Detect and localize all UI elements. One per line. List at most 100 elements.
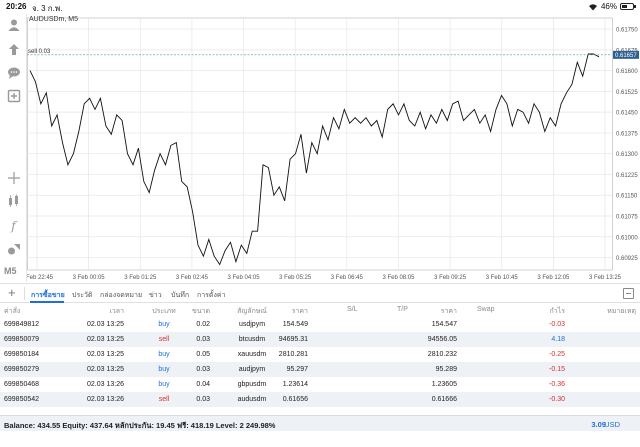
y-tick-label: 0.61600	[616, 69, 638, 75]
cell-time: 02.03 13:26	[87, 381, 124, 388]
table-row[interactable]: 699849812 02.03 13:25 buy 0.02 usdjpym 1…	[0, 317, 640, 332]
header-profit[interactable]: กำไร	[549, 308, 565, 315]
cell-profit: -0.25	[549, 351, 565, 358]
cell-time: 02.03 13:25	[87, 366, 124, 373]
table-row[interactable]: 699850079 02.03 13:25 sell 0.03 btcusdm …	[0, 332, 640, 347]
header-swap[interactable]: Swap	[477, 306, 495, 313]
cell-profit: -0.03	[549, 321, 565, 328]
x-tick-label: 3 Feb 01:25	[124, 275, 157, 281]
add-tab-button[interactable]: +	[8, 285, 16, 300]
table-row[interactable]: 699850468 02.03 13:26 buy 0.04 gbpusdm 1…	[0, 377, 640, 392]
x-tick-label: 3 Feb 09:25	[434, 275, 467, 281]
tab-separator	[24, 287, 25, 300]
cell-volume: 0.05	[196, 351, 210, 358]
cell-type: buy	[158, 381, 170, 388]
y-tick-label: 0.61750	[616, 28, 638, 34]
crosshair-icon[interactable]	[5, 169, 22, 186]
active-tab-indicator	[30, 301, 64, 303]
cell-volume: 0.03	[196, 396, 210, 403]
balance-summary: Balance: 434.55 Equity: 437.64 หลักประกั…	[4, 421, 276, 430]
table-row[interactable]: 699850184 02.03 13:25 buy 0.05 xauusdm 2…	[0, 347, 640, 362]
cell-profit: -0.30	[549, 396, 565, 403]
signal-icon[interactable]	[5, 41, 22, 58]
cell-ticket: 699850279	[4, 366, 40, 373]
positions-table: ค่าสั่ง เวลา ประเภท ขนาด สัญลักษณ์ ราคา …	[0, 303, 640, 407]
header-symbol[interactable]: สัญลักษณ์	[237, 308, 267, 315]
cell-symbol: xauusdm	[237, 351, 267, 358]
header-volume[interactable]: ขนาด	[191, 308, 210, 315]
cell-current-price: 0.61666	[431, 396, 457, 403]
status-right: 46%	[588, 2, 636, 11]
total-profit: 3.09	[591, 420, 606, 429]
chart-svg: 0.617500.616750.616000.615250.614500.613…	[27, 17, 639, 281]
objects-icon[interactable]	[5, 240, 22, 257]
tab-history[interactable]: ประวัติ	[72, 292, 93, 299]
chart-toolbar: f M5	[0, 14, 27, 282]
header-comment[interactable]: หมายเหตุ	[607, 308, 636, 315]
table-row[interactable]: 699850542 02.03 13:26 sell 0.03 audusdm …	[0, 392, 640, 407]
cell-price: 95.297	[286, 366, 308, 373]
tab-news[interactable]: ข่าว	[149, 292, 162, 299]
cell-time: 02.03 13:25	[87, 351, 124, 358]
x-tick-label: 3 Feb 13:25	[589, 275, 622, 281]
table-row[interactable]: 699850279 02.03 13:25 buy 0.03 audjpym 9…	[0, 362, 640, 377]
x-tick-label: 3 Feb 02:45	[176, 275, 209, 281]
header-price[interactable]: ราคา	[291, 308, 308, 315]
x-tick-label: 3 Feb 00:05	[73, 275, 106, 281]
header-type[interactable]: ประเภท	[152, 308, 176, 315]
x-tick-label: 2 Feb 22:45	[27, 275, 54, 281]
x-tick-label: 3 Feb 10:45	[486, 275, 519, 281]
cell-profit: -0.36	[549, 381, 565, 388]
balance-bar: Balance: 434.55 Equity: 437.64 หลักประกั…	[0, 415, 640, 431]
battery-icon	[620, 3, 636, 10]
x-tick-label: 3 Feb 04:05	[228, 275, 261, 281]
y-tick-label: 0.61300	[616, 152, 638, 158]
y-tick-label: 0.61225	[616, 173, 638, 179]
cell-symbol: audjpym	[238, 366, 266, 373]
bottom-tabs: + การซื้อขาย ประวัติ กล่องจดหมาย ข่าว บั…	[0, 283, 640, 303]
current-price-tag	[613, 50, 639, 59]
timeframe-label[interactable]: M5	[4, 266, 17, 276]
wifi-icon	[588, 3, 597, 10]
cell-ticket: 699849812	[4, 321, 40, 328]
cell-current-price: 2810.232	[427, 351, 457, 358]
status-time: 20:26	[6, 2, 27, 11]
cell-profit: -0.15	[549, 366, 565, 373]
y-tick-label: 0.61075	[616, 215, 638, 221]
function-icon[interactable]: f	[11, 218, 16, 233]
price-chart[interactable]: 0.617500.616750.616000.615250.614500.613…	[27, 14, 640, 282]
cell-volume: 0.03	[196, 336, 210, 343]
panel-toggle-icon[interactable]	[623, 288, 634, 299]
cell-profit: 4.18	[551, 336, 565, 343]
header-tp[interactable]: T/P	[397, 306, 408, 313]
cell-volume: 0.02	[196, 321, 210, 328]
status-bar: 20:26 จ. 3 ก.พ. 46%	[0, 0, 640, 14]
table-header: ค่าสั่ง เวลา ประเภท ขนาด สัญลักษณ์ ราคา …	[0, 303, 640, 317]
status-date: จ. 3 ก.พ.	[32, 4, 63, 13]
tab-trade[interactable]: การซื้อขาย	[31, 292, 65, 299]
cell-time: 02.03 13:25	[87, 321, 124, 328]
x-tick-label: 3 Feb 08:05	[382, 275, 415, 281]
cell-current-price: 95.289	[435, 366, 457, 373]
account-icon[interactable]	[5, 16, 22, 33]
header-time[interactable]: เวลา	[109, 308, 124, 315]
cell-type: buy	[158, 321, 170, 328]
header-ticket[interactable]: ค่าสั่ง	[4, 308, 21, 315]
cell-symbol: usdjpym	[238, 321, 266, 328]
cell-type: buy	[158, 351, 170, 358]
chat-icon[interactable]	[5, 64, 22, 81]
cell-ticket: 699850542	[4, 396, 40, 403]
header-sl[interactable]: S/L	[347, 306, 358, 313]
cell-time: 02.03 13:25	[87, 336, 124, 343]
cell-price: 0.61656	[282, 396, 308, 403]
tab-mailbox[interactable]: กล่องจดหมาย	[100, 292, 143, 299]
cell-price: 94695.31	[278, 336, 308, 343]
y-tick-label: 0.61525	[616, 90, 638, 96]
tab-settings[interactable]: การตั้งค่า	[197, 292, 226, 299]
tab-journal[interactable]: บันทึก	[171, 292, 190, 299]
add-icon[interactable]	[5, 87, 22, 104]
cell-price: 2810.281	[278, 351, 308, 358]
cell-current-price: 1.23605	[431, 381, 457, 388]
header-current-price[interactable]: ราคา	[440, 308, 457, 315]
indicator-icon[interactable]	[5, 192, 22, 209]
